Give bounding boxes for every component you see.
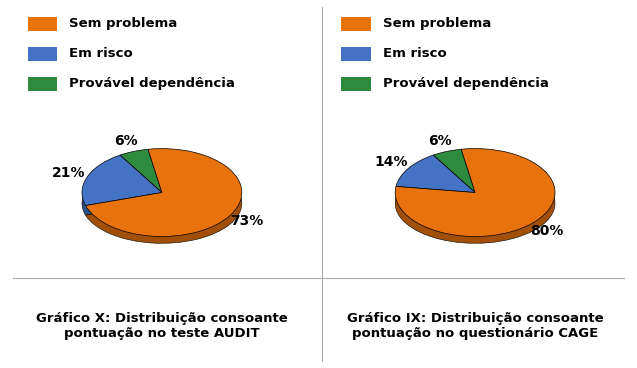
Text: Provável dependência: Provável dependência xyxy=(383,77,548,90)
Bar xyxy=(27,17,57,31)
Wedge shape xyxy=(433,164,475,204)
Bar xyxy=(27,77,57,91)
Wedge shape xyxy=(85,163,242,243)
Text: 14%: 14% xyxy=(375,155,408,170)
Text: Em risco: Em risco xyxy=(383,47,447,60)
Text: Provável dependência: Provável dependência xyxy=(69,77,235,90)
Bar xyxy=(27,47,57,61)
Text: 6%: 6% xyxy=(115,134,138,148)
Text: 73%: 73% xyxy=(231,214,264,228)
Bar xyxy=(341,47,371,61)
Text: Sem problema: Sem problema xyxy=(383,17,491,31)
Text: Gráfico IX: Distribuição consoante
pontuação no questionário CAGE: Gráfico IX: Distribuição consoante pontu… xyxy=(347,312,603,340)
Text: 80%: 80% xyxy=(530,224,564,238)
Wedge shape xyxy=(433,149,475,192)
Wedge shape xyxy=(395,149,555,237)
Wedge shape xyxy=(395,163,555,243)
Text: Gráfico X: Distribuição consoante
pontuação no teste AUDIT: Gráfico X: Distribuição consoante pontua… xyxy=(36,312,288,340)
Text: 6%: 6% xyxy=(428,134,452,148)
Bar xyxy=(341,17,371,31)
Text: 21%: 21% xyxy=(52,166,85,180)
Wedge shape xyxy=(82,169,162,215)
Wedge shape xyxy=(120,164,162,204)
Wedge shape xyxy=(120,149,162,192)
Wedge shape xyxy=(396,155,475,192)
Bar xyxy=(341,77,371,91)
Text: Em risco: Em risco xyxy=(69,47,133,60)
Wedge shape xyxy=(82,155,162,206)
Wedge shape xyxy=(396,169,475,204)
Text: Sem problema: Sem problema xyxy=(69,17,178,31)
Wedge shape xyxy=(85,149,242,237)
